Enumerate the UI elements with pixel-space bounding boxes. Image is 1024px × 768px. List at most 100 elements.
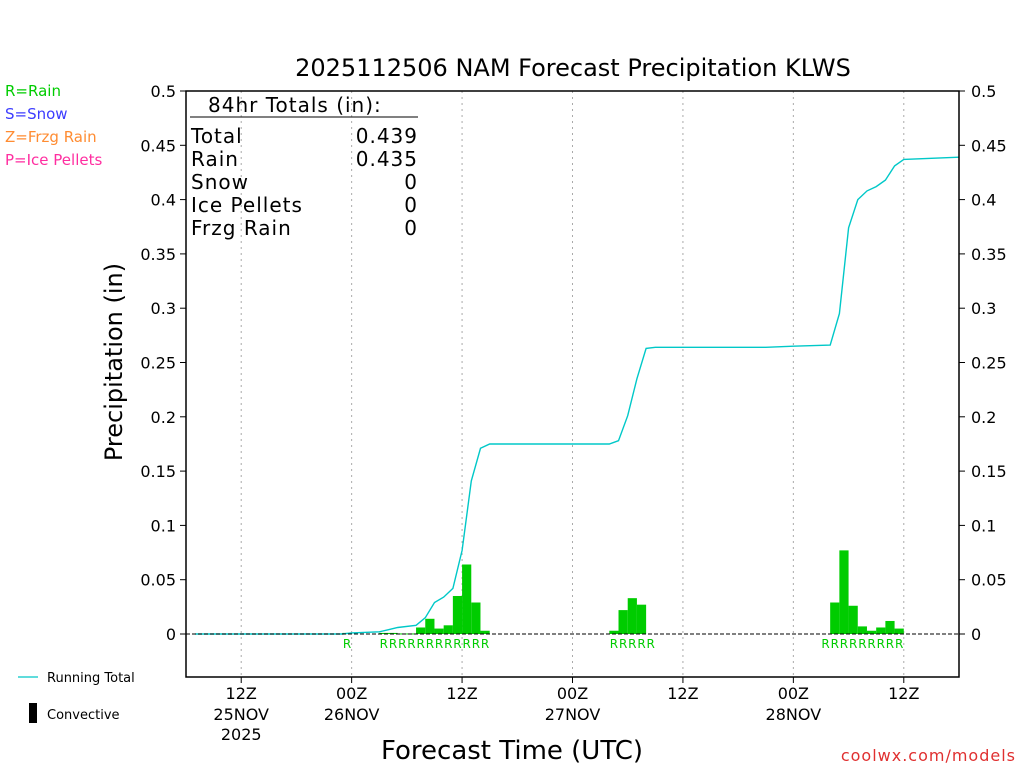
y-tick-label-left: 0.3 bbox=[151, 299, 176, 318]
precip-bar bbox=[636, 604, 647, 634]
precip-bar bbox=[452, 595, 463, 634]
type-marker-r: R bbox=[435, 637, 443, 651]
y-tick-label-right: 0.4 bbox=[971, 191, 996, 210]
precip-bar bbox=[443, 625, 453, 634]
y-tick-label-left: 0 bbox=[166, 625, 176, 644]
type-marker-r: R bbox=[343, 637, 351, 651]
y-tick-label-right: 0.1 bbox=[971, 516, 996, 535]
y-tick-label-right: 0.2 bbox=[971, 408, 996, 427]
type-marker-r: R bbox=[407, 637, 415, 651]
precip-bar bbox=[618, 610, 628, 634]
legend-type-label: P=Ice Pellets bbox=[5, 151, 102, 169]
totals-row-value: 0.439 bbox=[356, 124, 418, 148]
type-marker-r: R bbox=[628, 637, 636, 651]
totals-row-label: Rain bbox=[191, 147, 239, 171]
y-tick-label-left: 0.25 bbox=[140, 354, 176, 373]
precip-bar bbox=[471, 602, 481, 634]
type-marker-r: R bbox=[416, 637, 424, 651]
type-marker-r: R bbox=[426, 637, 434, 651]
precip-bar bbox=[857, 626, 867, 634]
x-tick-label: 00Z bbox=[778, 684, 809, 703]
type-marker-r: R bbox=[840, 637, 848, 651]
precip-bar bbox=[434, 628, 444, 634]
x-tick-label: 00Z bbox=[336, 684, 367, 703]
chart-title: 2025112506 NAM Forecast Precipitation KL… bbox=[295, 54, 851, 82]
legend-type-label: Z=Frzg Rain bbox=[5, 128, 97, 146]
totals-row-value: 0 bbox=[404, 193, 418, 217]
type-marker-r: R bbox=[610, 637, 618, 651]
legend-convective-swatch bbox=[29, 703, 37, 723]
type-marker-r: R bbox=[637, 637, 645, 651]
x-tick-label: 12Z bbox=[446, 684, 477, 703]
totals-row-label: Ice Pellets bbox=[191, 193, 303, 217]
precip-bar bbox=[848, 605, 858, 634]
precip-bar bbox=[388, 632, 398, 634]
running-total-line bbox=[195, 156, 960, 635]
type-marker-r: R bbox=[831, 637, 839, 651]
precip-bar bbox=[885, 620, 895, 634]
precip-bar bbox=[894, 628, 904, 634]
precip-bar bbox=[480, 630, 490, 634]
x-tick-label: 00Z bbox=[557, 684, 588, 703]
type-marker-r: R bbox=[858, 637, 866, 651]
totals-row-value: 0 bbox=[404, 216, 418, 240]
y-tick-label-left: 0.4 bbox=[151, 191, 176, 210]
labels: 0 00.05 0.050.1 0.10.15 0.150.2 0.20.25 0.250.… bbox=[5, 54, 1016, 766]
type-marker-r: R bbox=[647, 637, 655, 651]
totals-row-label: Total bbox=[190, 124, 243, 148]
precip-bar bbox=[462, 564, 472, 634]
grid bbox=[240, 91, 905, 677]
precip-bar bbox=[609, 630, 619, 634]
type-marker-r: R bbox=[472, 637, 480, 651]
precip-bar bbox=[379, 632, 389, 634]
precip-bar bbox=[839, 550, 849, 634]
x-tick-label: 12Z bbox=[226, 684, 257, 703]
y-tick-label-right: 0.3 bbox=[971, 299, 996, 318]
plot-frame bbox=[180, 90, 965, 683]
x-tick-year-label: 2025 bbox=[221, 725, 262, 744]
type-marker-r: R bbox=[867, 637, 875, 651]
y-tick-label-right: 0.05 bbox=[971, 571, 1007, 590]
y-tick-label-left: 0.05 bbox=[140, 571, 176, 590]
type-marker-r: R bbox=[619, 637, 627, 651]
y-tick-label-left: 0.45 bbox=[140, 136, 176, 155]
legend-convective-label: Convective bbox=[47, 708, 120, 723]
y-axis-label: Precipitation (in) bbox=[100, 263, 128, 461]
x-axis-label: Forecast Time (UTC) bbox=[381, 736, 643, 766]
y-tick-label-right: 0.5 bbox=[971, 82, 996, 101]
precip-bar bbox=[876, 627, 886, 634]
y-tick-label-left: 0.5 bbox=[151, 82, 176, 101]
totals-row-label: Frzg Rain bbox=[191, 216, 292, 240]
x-tick-date-label: 25NOV bbox=[213, 705, 269, 724]
type-marker-r: R bbox=[380, 637, 388, 651]
type-marker-r: R bbox=[886, 637, 894, 651]
x-tick-label: 12Z bbox=[667, 684, 698, 703]
y-tick-label-right: 0 bbox=[971, 625, 981, 644]
y-tick-label-right: 0.15 bbox=[971, 462, 1007, 481]
x-tick-date-label: 26NOV bbox=[324, 705, 380, 724]
y-tick-label-left: 0.15 bbox=[140, 462, 176, 481]
type-marker-r: R bbox=[389, 637, 397, 651]
totals-row-label: Snow bbox=[191, 170, 249, 194]
legend-running-total-label: Running Total bbox=[47, 671, 135, 686]
x-tick-date-label: 27NOV bbox=[545, 705, 601, 724]
type-marker-r: R bbox=[481, 637, 489, 651]
precip-bar bbox=[627, 598, 637, 634]
credit-text: coolwx.com/models bbox=[841, 746, 1016, 765]
precip-bar bbox=[866, 630, 877, 634]
legend-type-label: S=Snow bbox=[5, 105, 68, 123]
type-marker-r: R bbox=[877, 637, 885, 651]
precip-bar bbox=[830, 602, 840, 634]
type-marker-r: R bbox=[463, 637, 471, 651]
type-marker-r: R bbox=[453, 637, 461, 651]
type-marker-r: R bbox=[821, 637, 829, 651]
y-tick-label-right: 0.35 bbox=[971, 245, 1007, 264]
type-marker-r: R bbox=[398, 637, 406, 651]
precip-bar bbox=[416, 627, 426, 634]
type-marker-r: R bbox=[849, 637, 857, 651]
x-tick-label: 12Z bbox=[888, 684, 919, 703]
totals-row-value: 0 bbox=[404, 170, 418, 194]
totals-header: 84hr Totals (in): bbox=[208, 93, 382, 117]
precip-bar bbox=[425, 618, 435, 634]
